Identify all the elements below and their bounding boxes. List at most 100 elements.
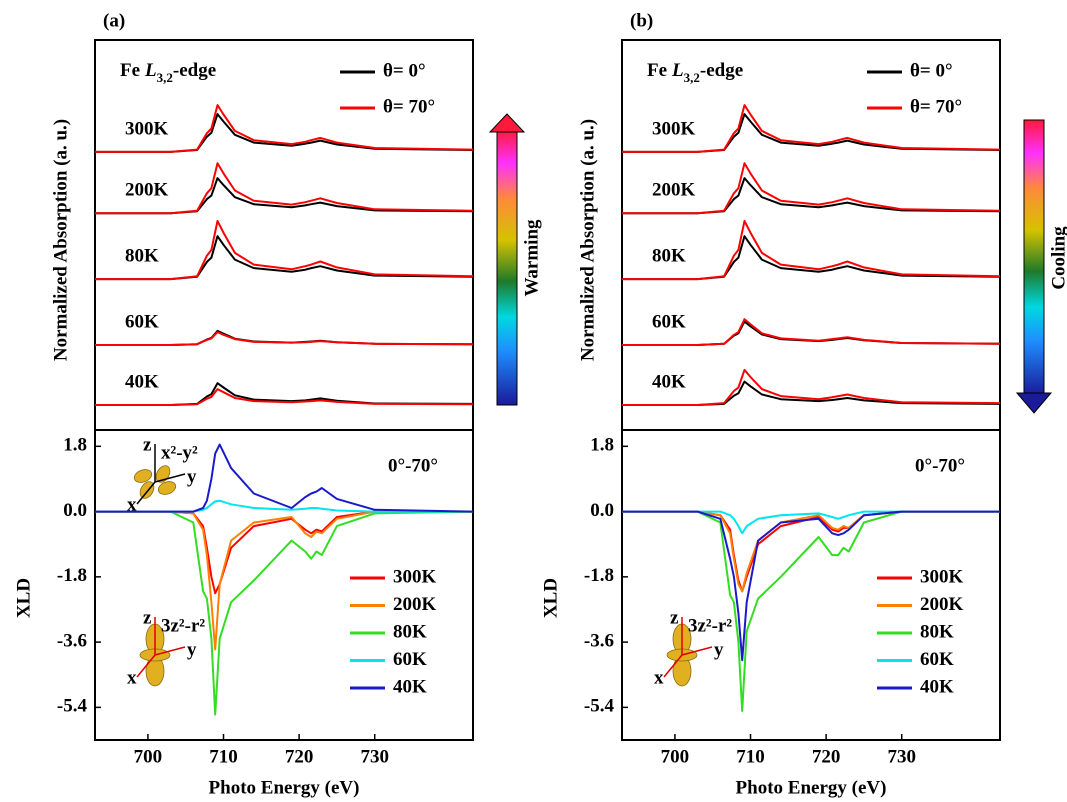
- y-tick-label: 0.0: [590, 500, 614, 521]
- legend-label: θ= 0°: [383, 60, 426, 81]
- data-line: [622, 235, 1001, 281]
- temperature-label: 60K: [652, 311, 686, 332]
- data-line: [622, 220, 1001, 281]
- y-tick-label: 1.8: [590, 435, 614, 456]
- x-tick-label: 710: [736, 746, 765, 767]
- y-tick-label: 0.0: [63, 500, 87, 521]
- data-line: [622, 318, 1001, 346]
- data-line: [622, 113, 1001, 153]
- legend-label: 200K: [393, 594, 437, 615]
- legend-label: 60K: [920, 649, 954, 670]
- plot-frame: [94, 429, 474, 741]
- temperature-label: 200K: [125, 180, 169, 201]
- legend-label: 80K: [920, 621, 954, 642]
- legend-label: 200K: [920, 594, 964, 615]
- y-tick-label: -1.8: [584, 565, 614, 586]
- data-line: [95, 113, 474, 153]
- data-line: [622, 510, 1000, 712]
- legend-label: 80K: [393, 621, 427, 642]
- inset-axis-label: y: [187, 639, 197, 660]
- colorbar: [1023, 119, 1045, 396]
- data-line: [95, 220, 474, 281]
- data-line: [95, 162, 474, 215]
- temperature-label: 300K: [125, 118, 169, 139]
- edge-suffix: -edge: [173, 60, 216, 81]
- inset-axis: [663, 654, 683, 678]
- inset-axis-label: z: [143, 607, 152, 628]
- orbital-lobe: [157, 481, 177, 495]
- temperature-label: 80K: [125, 245, 159, 266]
- x-tick-label: 700: [661, 746, 690, 767]
- orbital-inset: [133, 465, 177, 499]
- y-axis-label: Normalized Absorption (a. u.): [50, 119, 71, 361]
- y-tick-label: -1.8: [57, 565, 87, 586]
- inset-axis-label: x: [127, 494, 137, 515]
- edge-sub: 3,2: [684, 70, 700, 85]
- y-tick-label: -5.4: [57, 696, 88, 717]
- y-axis-label: XLD: [540, 578, 561, 618]
- x-tick-label: 720: [285, 746, 314, 767]
- edge-label: Fe L3,2-edge: [120, 60, 216, 85]
- data-line: [95, 443, 474, 513]
- colorbar-arrow: [1015, 392, 1053, 414]
- x-axis-label: Photo Energy (eV): [209, 777, 360, 798]
- legend-label: 300K: [393, 566, 437, 587]
- data-line: [622, 368, 1001, 406]
- inset-axis: [136, 654, 156, 678]
- legend-label: 40K: [920, 676, 954, 697]
- legend-label: θ= 0°: [910, 60, 953, 81]
- temperature-label: 40K: [652, 371, 686, 392]
- x-tick-label: 720: [812, 746, 841, 767]
- edge-suffix: -edge: [700, 60, 743, 81]
- orbital-lobe: [133, 469, 153, 483]
- data-line: [622, 104, 1001, 153]
- edge-italic: L: [144, 60, 157, 81]
- temperature-label: 200K: [652, 180, 696, 201]
- data-line: [622, 177, 1001, 215]
- edge-prefix: Fe: [120, 60, 140, 81]
- data-line: [622, 380, 1001, 406]
- inset-axis: [154, 473, 186, 483]
- inset-axis: [154, 646, 186, 656]
- y-axis-label: XLD: [13, 578, 34, 618]
- inset-axis-label: z: [143, 434, 152, 455]
- x-tick-label: 700: [134, 746, 163, 767]
- plot-frame: [621, 429, 1001, 741]
- y-tick-label: 1.8: [63, 435, 87, 456]
- data-line: [622, 510, 1000, 662]
- data-line: [622, 510, 1000, 535]
- annotation: 0°-70°: [388, 455, 438, 476]
- data-line: [95, 331, 474, 346]
- inset-axis-label: x: [654, 667, 664, 688]
- data-line: [95, 235, 474, 281]
- data-line: [95, 382, 474, 406]
- panel-label: (b): [630, 10, 653, 31]
- annotation: 0°-70°: [915, 455, 965, 476]
- inset-axis-label: y: [714, 639, 724, 660]
- edge-prefix: Fe: [647, 60, 667, 81]
- colorbar-label: Warming: [521, 219, 542, 297]
- data-line: [95, 510, 473, 595]
- legend-label: θ= 70°: [910, 96, 962, 117]
- orbital-label: 3z²-r²: [688, 615, 732, 636]
- edge-label: Fe L3,2-edge: [647, 60, 743, 85]
- y-axis-label: Normalized Absorption (a. u.): [577, 119, 598, 361]
- temperature-label: 60K: [125, 311, 159, 332]
- data-line: [95, 510, 474, 716]
- inset-axis: [136, 481, 156, 505]
- data-line: [95, 388, 474, 406]
- x-tick-label: 730: [360, 746, 389, 767]
- panel-label: (a): [103, 10, 125, 31]
- legend-label: 40K: [393, 676, 427, 697]
- legend-label: 60K: [393, 649, 427, 670]
- data-line: [95, 499, 473, 513]
- data-line: [95, 104, 474, 153]
- y-tick-label: -3.6: [57, 630, 87, 651]
- colorbar: [496, 129, 518, 406]
- temperature-label: 40K: [125, 371, 159, 392]
- edge-italic: L: [671, 60, 684, 81]
- legend-label: θ= 70°: [383, 96, 435, 117]
- inset-axis-label: y: [187, 466, 197, 487]
- data-line: [95, 510, 473, 651]
